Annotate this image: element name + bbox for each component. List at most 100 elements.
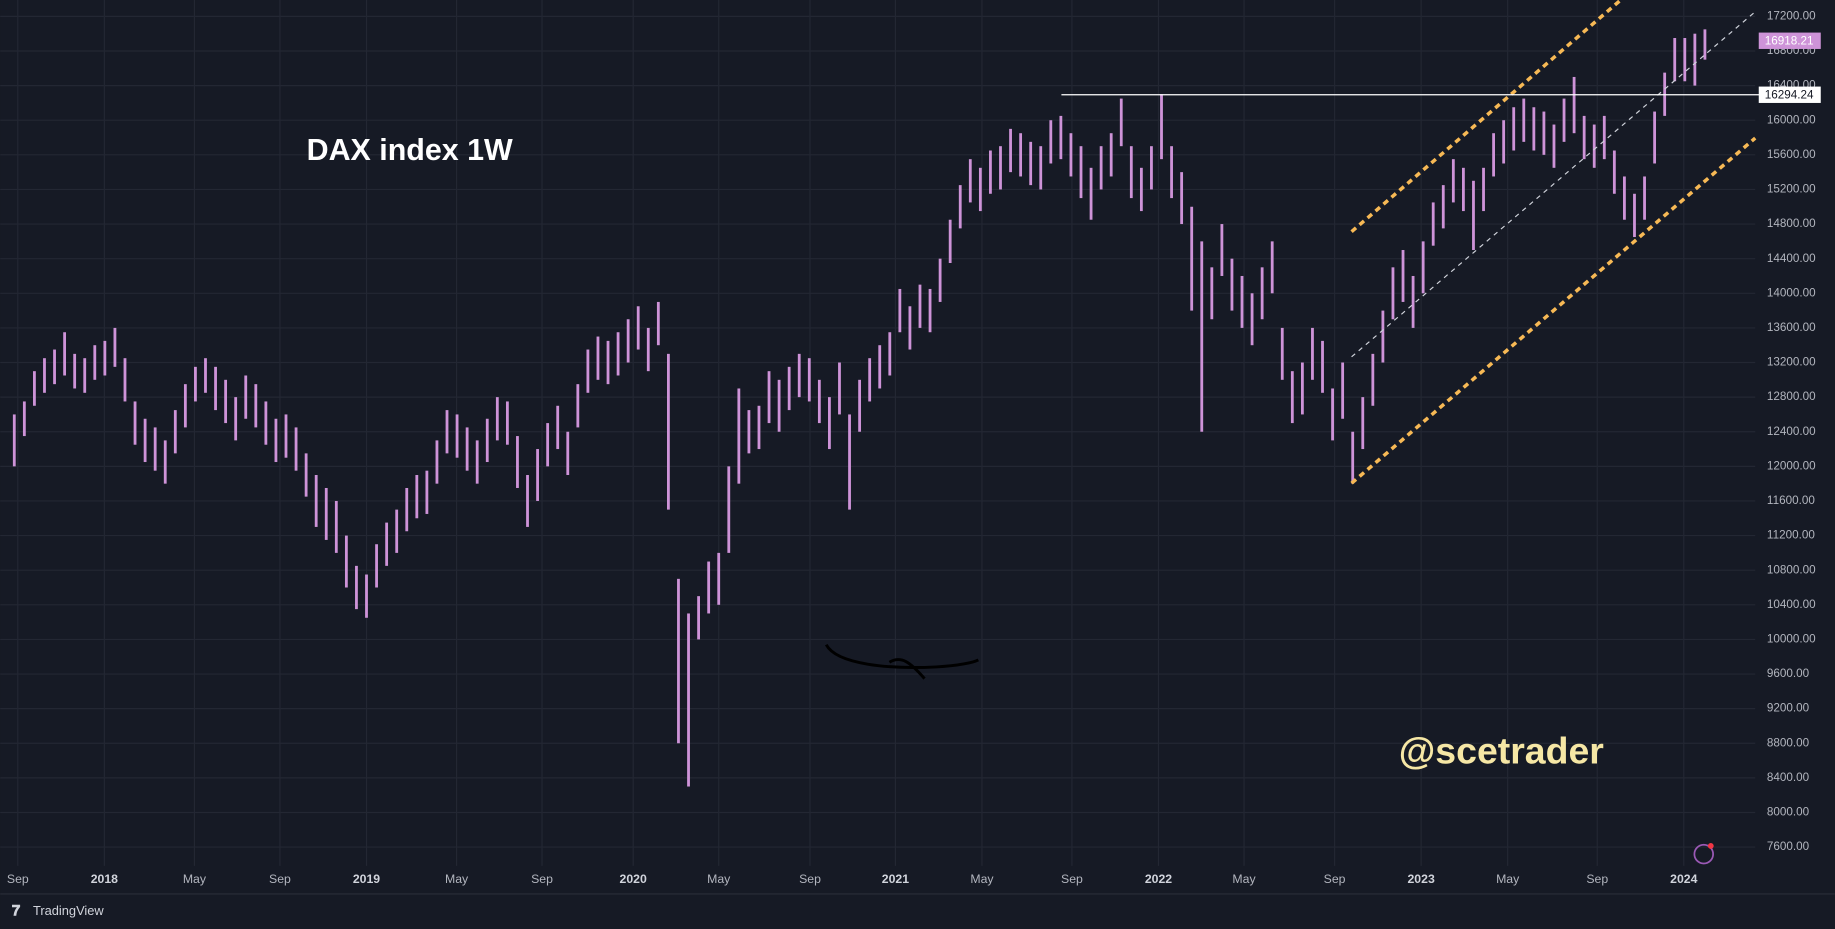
- price-bar: [234, 397, 238, 441]
- price-bar: [395, 509, 399, 553]
- x-tick-label: May: [970, 872, 994, 886]
- price-bar: [244, 375, 248, 419]
- price-bar: [194, 366, 197, 402]
- channel-upper: [1350, 0, 1622, 233]
- logo-mark: 𝟕: [12, 902, 21, 919]
- price-bar: [254, 384, 258, 428]
- price-bar: [214, 366, 217, 411]
- y-tick-label: 11600.00: [1767, 494, 1815, 507]
- x-tick-label: 2019: [353, 872, 380, 886]
- price-bar: [1633, 193, 1636, 238]
- y-tick-label: 12400.00: [1767, 425, 1816, 438]
- price-bar: [264, 401, 268, 445]
- price-bar: [727, 466, 731, 553]
- price-bar: [797, 353, 801, 398]
- price-bar: [666, 353, 670, 510]
- price-bar: [304, 453, 308, 497]
- last-price-label: 16918.21: [1765, 34, 1814, 47]
- x-tick-label: Sep: [1061, 872, 1083, 886]
- price-bar: [787, 366, 791, 411]
- price-bar: [1180, 172, 1184, 225]
- y-tick-label: 10000.00: [1767, 633, 1816, 646]
- price-bar: [898, 288, 902, 333]
- price-bar: [1280, 327, 1284, 380]
- price-bar: [163, 440, 167, 484]
- price-bar: [1170, 146, 1173, 199]
- price-bar: [1230, 258, 1234, 311]
- price-bar: [918, 284, 922, 328]
- price-bar: [1210, 267, 1214, 320]
- price-bar: [838, 362, 841, 415]
- alert-icon[interactable]: [1693, 843, 1714, 865]
- price-bar: [1109, 133, 1113, 177]
- price-bar: [989, 150, 992, 194]
- y-tick-label: 9600.00: [1767, 667, 1810, 680]
- price-bar: [123, 358, 127, 402]
- price-bar: [1160, 94, 1163, 160]
- price-bar: [978, 167, 982, 212]
- y-tick-label: 17200.00: [1767, 9, 1816, 22]
- y-tick-label: 15600.00: [1767, 148, 1816, 161]
- price-bar: [1019, 133, 1023, 177]
- price-bar: [868, 358, 872, 402]
- price-bar: [425, 470, 429, 514]
- y-tick-label: 12000.00: [1767, 459, 1816, 472]
- y-tick-label: 12800.00: [1767, 390, 1816, 403]
- price-bar: [677, 578, 680, 744]
- y-tick-label: 8400.00: [1767, 771, 1810, 784]
- price-bar: [1300, 362, 1304, 415]
- y-tick-label: 9200.00: [1767, 702, 1810, 715]
- price-bar: [1290, 371, 1294, 424]
- x-tick-label: Sep: [269, 872, 291, 886]
- price-bar: [687, 613, 690, 787]
- y-tick-label: 11200.00: [1767, 529, 1815, 542]
- price-bar: [1381, 310, 1385, 363]
- price-bar: [173, 410, 177, 454]
- price-bar: [636, 306, 640, 350]
- x-tick-label: Sep: [7, 872, 29, 886]
- y-tick-label: 10400.00: [1767, 598, 1816, 611]
- price-bar: [385, 522, 389, 566]
- price-bar: [1461, 167, 1465, 212]
- price-bar: [1552, 124, 1556, 168]
- price-bar: [566, 431, 570, 476]
- price-bar: [1009, 128, 1012, 173]
- price-bar: [1653, 111, 1657, 164]
- watermark: @scetrader: [1399, 729, 1604, 771]
- price-bar: [1361, 397, 1365, 450]
- y-tick-label: 10800.00: [1767, 563, 1816, 576]
- price-bar: [1311, 327, 1314, 380]
- price-bar: [435, 440, 439, 484]
- price-bar: [546, 423, 550, 467]
- price-bar: [365, 574, 368, 618]
- price-bar: [586, 349, 590, 393]
- price-bar: [828, 397, 831, 450]
- price-bar: [1260, 267, 1264, 320]
- price-bar: [516, 436, 519, 488]
- price-bar: [1431, 202, 1435, 246]
- price-bar: [556, 405, 560, 450]
- x-tick-label: 2022: [1145, 872, 1172, 886]
- y-tick-label: 8000.00: [1767, 806, 1810, 819]
- bars: [12, 29, 1707, 787]
- price-bar: [1190, 206, 1194, 311]
- price-bar: [968, 159, 972, 203]
- price-bar: [153, 427, 157, 471]
- y-tick-label: 13600.00: [1767, 321, 1816, 334]
- price-bar: [757, 405, 761, 450]
- price-bar: [1220, 224, 1224, 276]
- price-bar: [536, 449, 539, 501]
- price-bar: [1129, 146, 1133, 199]
- x-tick-label: May: [1496, 872, 1520, 886]
- price-bar: [1673, 38, 1677, 82]
- price-bar: [505, 401, 509, 445]
- price-bar: [12, 414, 16, 467]
- price-bar: [224, 379, 228, 424]
- y-tick-label: 15200.00: [1767, 183, 1816, 196]
- x-tick-label: 2024: [1670, 872, 1697, 886]
- price-bar: [63, 332, 67, 376]
- price-bar: [646, 327, 650, 372]
- price-bar: [1150, 146, 1153, 190]
- price-bar: [1612, 150, 1616, 194]
